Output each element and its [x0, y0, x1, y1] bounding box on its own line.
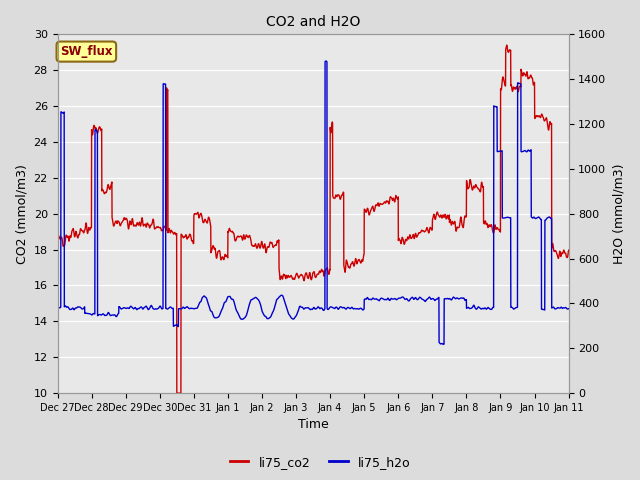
Legend: li75_co2, li75_h2o: li75_co2, li75_h2o [225, 451, 415, 474]
Text: SW_flux: SW_flux [60, 45, 113, 58]
Title: CO2 and H2O: CO2 and H2O [266, 15, 360, 29]
Y-axis label: CO2 (mmol/m3): CO2 (mmol/m3) [15, 164, 28, 264]
X-axis label: Time: Time [298, 419, 328, 432]
Y-axis label: H2O (mmol/m3): H2O (mmol/m3) [612, 164, 625, 264]
